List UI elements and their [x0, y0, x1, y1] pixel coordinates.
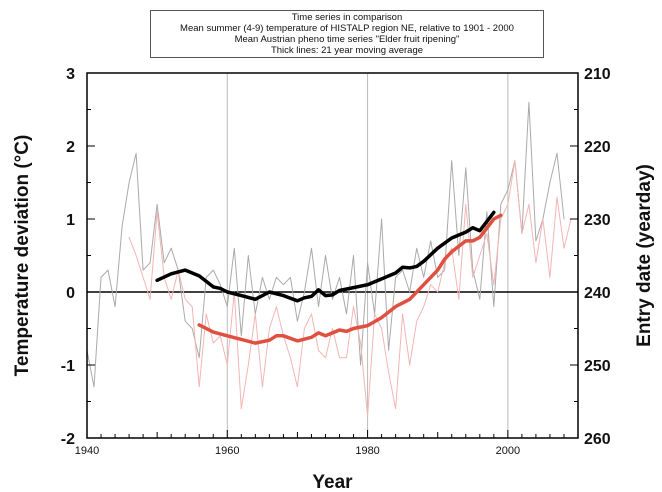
y2-tick-label: 230	[584, 212, 611, 229]
x-tick-label: 1960	[215, 445, 239, 457]
legend-line-2: Mean summer (4-9) temperature of HISTALP…	[180, 23, 514, 34]
y2-tick-label: 260	[584, 431, 611, 448]
x-axis-title: Year	[312, 472, 353, 492]
series-layer	[86, 101, 572, 417]
legend-box: Time series in comparison Mean summer (4…	[150, 10, 544, 58]
y2-tick-label: 250	[584, 358, 611, 375]
y-axis-title: Temperature deviation (°C)	[12, 135, 33, 377]
y2-tick-label: 220	[584, 139, 611, 156]
y2-tick-label: 240	[584, 285, 611, 302]
y-tick-label: 0	[66, 285, 75, 302]
x-tick-label: 1980	[355, 445, 379, 457]
tick-marks	[86, 72, 579, 439]
y-tick-label: 2	[66, 139, 75, 156]
y-tick-label: -2	[61, 431, 75, 448]
y-tick-label: 3	[66, 66, 75, 83]
tick-labels: 1940 1960 1980 2000 -2 -1 0 1 2 3 260 250 240 230 220 2…	[61, 66, 611, 457]
series-line-1	[86, 101, 565, 388]
series-line-4	[197, 213, 503, 345]
legend-line-4: Thick lines: 21 year moving average	[270, 45, 424, 56]
y-tick-label: 1	[66, 212, 75, 229]
x-tick-label: 2000	[496, 445, 520, 457]
plot-frame	[86, 72, 579, 439]
y-tick-label: -1	[61, 358, 75, 375]
x-tick-label: 1940	[75, 445, 99, 457]
series-line-3	[155, 210, 496, 303]
y2-axis-title: Entry date (yearday)	[634, 164, 655, 347]
grid-lines	[226, 73, 509, 438]
y2-tick-label: 210	[584, 66, 611, 83]
legend-line-3: Mean Austrian pheno time series "Elder f…	[234, 34, 460, 45]
series-line-2	[128, 160, 572, 417]
legend-line-1: Time series in comparison	[291, 12, 403, 23]
